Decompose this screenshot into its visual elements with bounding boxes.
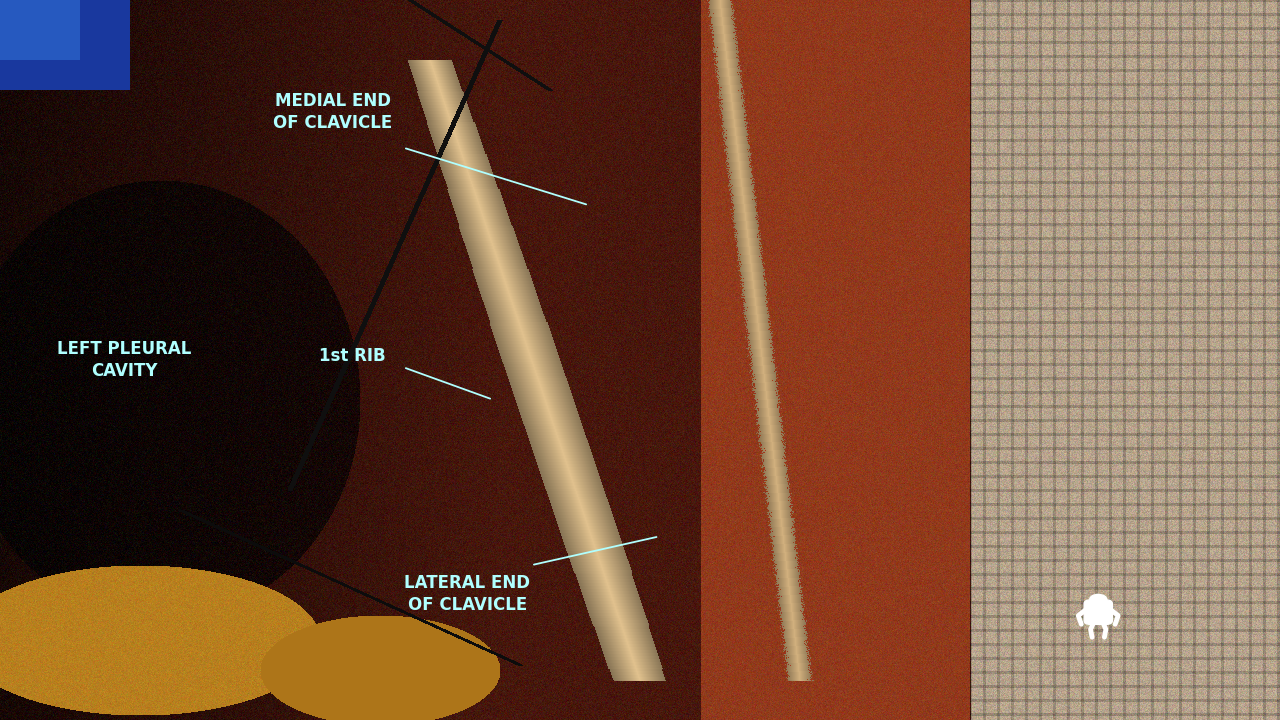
- FancyBboxPatch shape: [1084, 600, 1112, 624]
- Text: MEDIAL END
OF CLAVICLE: MEDIAL END OF CLAVICLE: [273, 91, 393, 132]
- Text: LEFT PLEURAL
CAVITY: LEFT PLEURAL CAVITY: [58, 340, 191, 380]
- Circle shape: [1089, 595, 1107, 604]
- Text: LATERAL END
OF CLAVICLE: LATERAL END OF CLAVICLE: [404, 574, 530, 614]
- Text: 1st RIB: 1st RIB: [319, 347, 385, 365]
